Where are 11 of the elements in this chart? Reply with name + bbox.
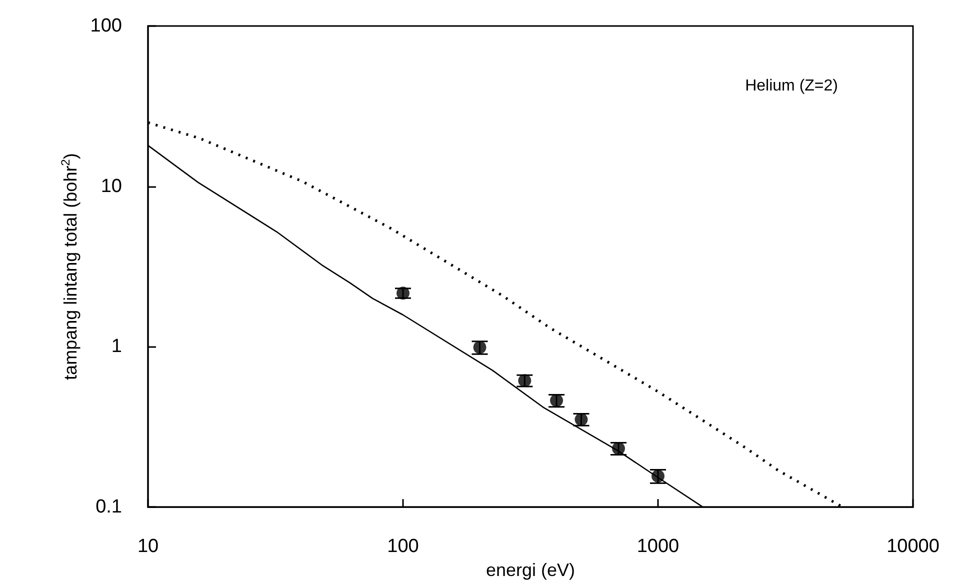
y-tick-label: 0.1: [96, 496, 122, 518]
y-tick-label: 1: [111, 336, 122, 358]
y-axis-title: tampang lintang total (bohr2): [58, 153, 80, 380]
x-tick-label: 10: [137, 536, 159, 558]
y-tick-label: 100: [90, 16, 122, 36]
x-tick-label: 10000: [886, 536, 940, 558]
x-tick-label: 100: [387, 536, 419, 558]
x-tick-label: 1000: [636, 536, 680, 558]
x-axis-title: energi (eV): [486, 560, 576, 580]
y-tick-label: 10: [100, 176, 122, 197]
annotation: Helium (Z=2): [745, 78, 838, 94]
